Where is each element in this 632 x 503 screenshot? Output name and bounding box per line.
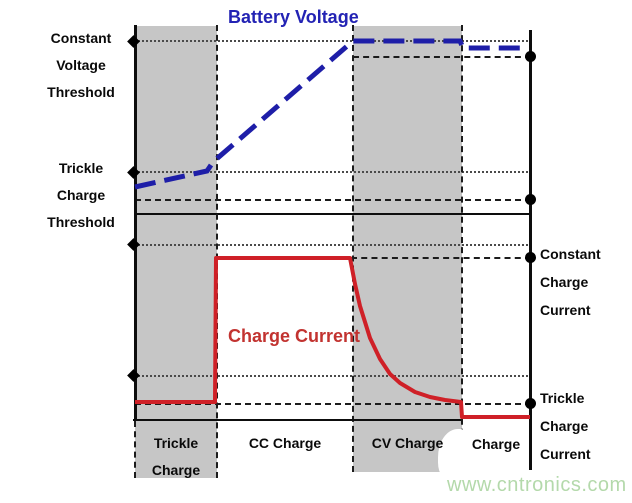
marker-final-voltage xyxy=(525,51,536,62)
label-line: Trickle xyxy=(58,160,104,176)
label-line: Trickle xyxy=(540,390,585,406)
phase-boundary-cc-cv xyxy=(352,25,354,472)
ref-line-constant-charge-current xyxy=(351,257,531,259)
label-line: Charge xyxy=(540,274,589,290)
label-trickle-charge-threshold: Trickle Charge Threshold xyxy=(28,155,134,236)
ref-line-trickle-charge-threshold xyxy=(135,171,531,173)
label-line: Current xyxy=(540,302,591,318)
left-axis xyxy=(134,25,137,421)
label-line: Current xyxy=(540,446,591,462)
marker-trickle-charge-current xyxy=(525,398,536,409)
voltage-plot-baseline xyxy=(135,213,531,215)
label-line: Trickle xyxy=(153,435,199,451)
trickle-band-lower-edge xyxy=(134,421,136,478)
label-constant-voltage-threshold: Constant Voltage Threshold xyxy=(28,25,134,106)
phase-label-cc-charge: CC Charge xyxy=(248,435,322,451)
phase-label-trickle-charge: Trickle Charge xyxy=(135,430,217,484)
label-line: Constant xyxy=(50,30,112,46)
label-line: Charge xyxy=(540,418,589,434)
label-trickle-charge-current: Trickle Charge Current xyxy=(540,384,628,468)
right-axis xyxy=(529,30,532,470)
phase-label-charge: Charge xyxy=(471,436,521,452)
ref-line-final-voltage xyxy=(353,56,531,58)
cv-charge-band xyxy=(353,26,462,472)
bottom-axis xyxy=(133,419,461,421)
phase-boundary-trickle-cc xyxy=(216,25,218,478)
label-line: Charge xyxy=(151,462,201,478)
label-line: Threshold xyxy=(47,84,115,100)
watermark: www.cntronics.com xyxy=(447,474,627,496)
phase-label-cv-charge: CV Charge xyxy=(371,435,444,451)
trickle-charge-band xyxy=(135,26,217,478)
ref-line-baseline-voltage xyxy=(135,199,531,201)
label-line: Charge xyxy=(56,187,106,203)
label-constant-charge-current: Constant Charge Current xyxy=(540,240,628,324)
ref-line-trickle-charge-current xyxy=(135,403,531,405)
label-line: Threshold xyxy=(47,214,115,230)
marker-constant-charge-current xyxy=(525,252,536,263)
label-line: Constant xyxy=(540,246,601,262)
ref-line-current-lower-dotted xyxy=(135,375,531,377)
phase-boundary-cv-end xyxy=(461,25,463,455)
ref-line-current-upper-dotted xyxy=(135,244,531,246)
label-line: Voltage xyxy=(56,57,106,73)
marker-baseline-voltage xyxy=(525,194,536,205)
charge-current-label: Charge Current xyxy=(228,326,361,346)
ref-line-constant-voltage-threshold xyxy=(135,40,531,42)
battery-voltage-title: Battery Voltage xyxy=(228,7,359,27)
